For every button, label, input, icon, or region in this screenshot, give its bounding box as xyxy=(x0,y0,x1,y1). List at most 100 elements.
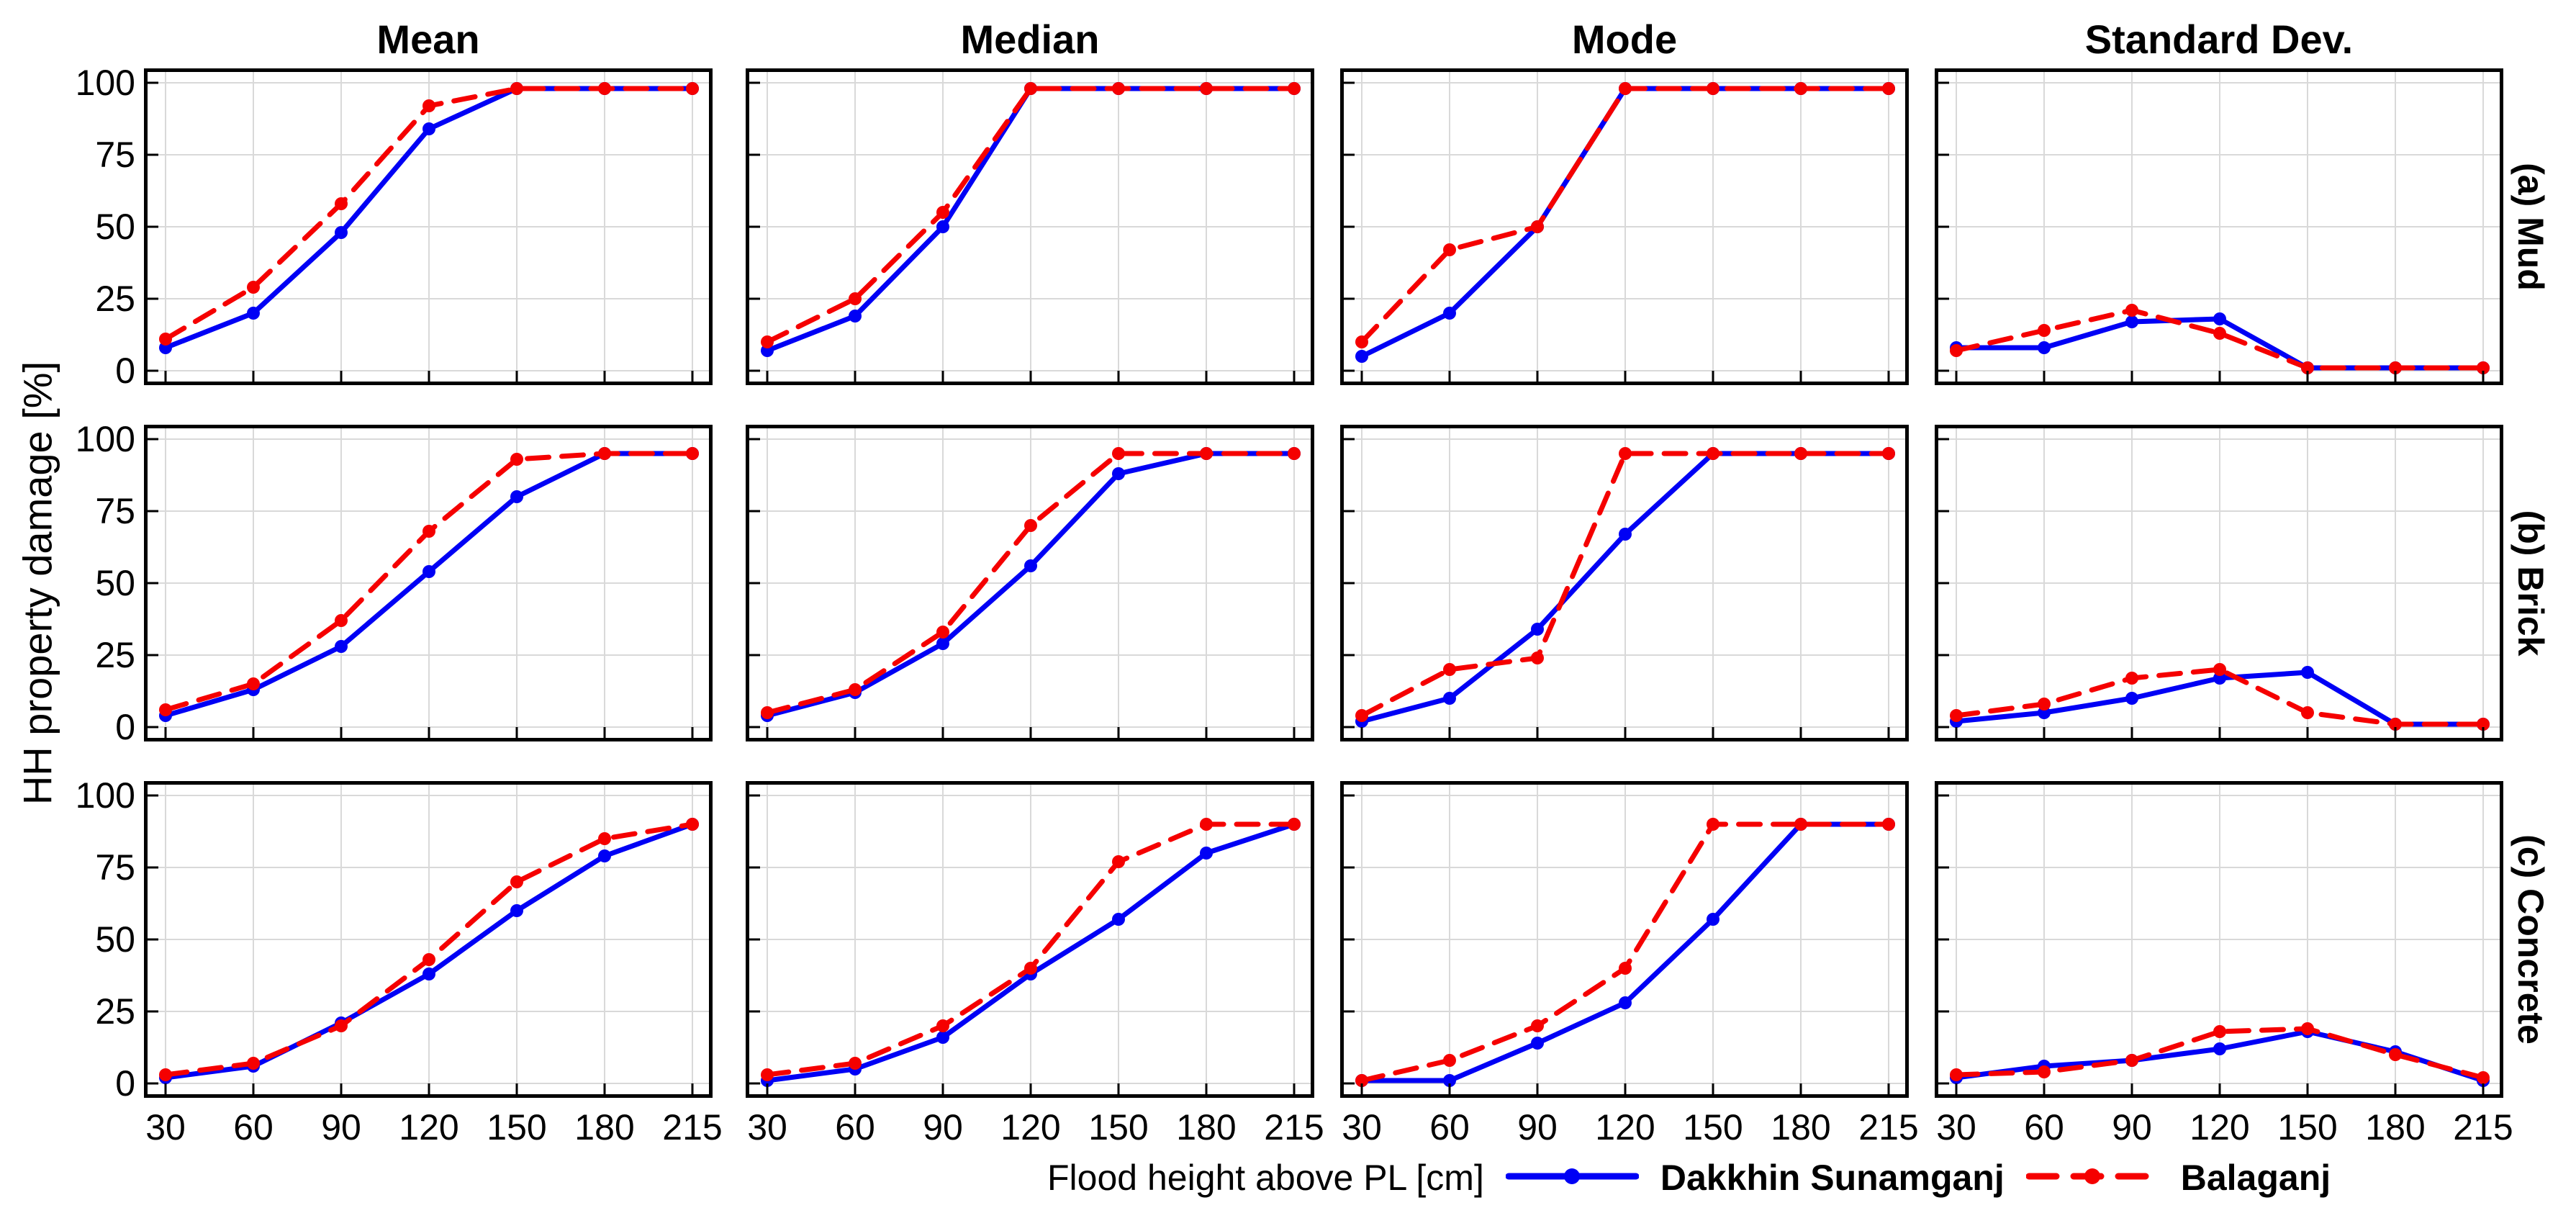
data-point-dakkhin-sunamganj xyxy=(1112,467,1125,480)
data-point-dakkhin-sunamganj xyxy=(1200,847,1213,860)
data-point-balaganj xyxy=(510,453,523,466)
data-point-dakkhin-sunamganj xyxy=(1443,692,1456,705)
column-title-stddev: Standard Dev. xyxy=(2084,17,2354,62)
x-tick-label: 30 xyxy=(747,1107,787,1147)
data-point-balaganj xyxy=(1112,82,1125,95)
data-point-balaganj xyxy=(2477,361,2490,374)
data-point-balaganj xyxy=(1707,447,1719,460)
y-tick-label: 100 xyxy=(75,63,135,103)
data-point-balaganj xyxy=(247,677,260,690)
data-point-dakkhin-sunamganj xyxy=(422,565,435,578)
legend: Flood height above PL [cm] Dakkhin Sunam… xyxy=(1047,1152,2331,1204)
data-point-balaganj xyxy=(1112,855,1125,868)
data-point-balaganj xyxy=(686,82,699,95)
data-point-balaganj xyxy=(422,525,435,538)
data-point-balaganj xyxy=(1619,962,1632,975)
x-tick-label: 120 xyxy=(2189,1107,2250,1147)
data-point-dakkhin-sunamganj xyxy=(936,1031,949,1044)
data-point-balaganj xyxy=(2213,1025,2226,1038)
x-tick-label: 120 xyxy=(1000,1107,1061,1147)
chart-plot-area xyxy=(746,425,1314,741)
x-tick-label: 120 xyxy=(1595,1107,1655,1147)
data-point-balaganj xyxy=(1531,651,1544,664)
x-tick-label: 215 xyxy=(1858,1107,1919,1147)
chart-plot-area xyxy=(144,68,713,385)
subplot-b-brick-median xyxy=(746,425,1314,741)
y-tick-label: 50 xyxy=(95,919,135,960)
data-point-dakkhin-sunamganj xyxy=(335,640,348,653)
x-tick-label: 60 xyxy=(233,1107,274,1147)
subplot-a-mud-median xyxy=(746,68,1314,385)
data-point-dakkhin-sunamganj xyxy=(1024,559,1037,572)
data-point-balaganj xyxy=(2389,361,2402,374)
data-point-dakkhin-sunamganj xyxy=(2125,692,2138,705)
subplot-a-mud-standard-dev xyxy=(1935,68,2503,385)
y-tick-label: 100 xyxy=(75,775,135,816)
data-point-balaganj xyxy=(936,1019,949,1032)
data-point-balaganj xyxy=(1443,243,1456,256)
data-point-dakkhin-sunamganj xyxy=(1355,350,1368,363)
data-point-balaganj xyxy=(761,1068,774,1081)
data-point-dakkhin-sunamganj xyxy=(1531,623,1544,636)
data-point-dakkhin-sunamganj xyxy=(936,637,949,650)
subplot-b-brick-mode xyxy=(1340,425,1909,741)
legend-label-balaganj: Balaganj xyxy=(2180,1158,2331,1198)
x-tick-label: 60 xyxy=(2024,1107,2064,1147)
data-point-balaganj xyxy=(1882,818,1895,831)
data-point-balaganj xyxy=(761,335,774,348)
data-point-balaganj xyxy=(1794,82,1807,95)
data-point-balaganj xyxy=(2213,663,2226,676)
y-tick-label: 75 xyxy=(95,491,135,531)
x-tick-label: 90 xyxy=(321,1107,361,1147)
data-point-balaganj xyxy=(598,447,611,460)
chart-plot-area xyxy=(144,425,713,741)
data-point-dakkhin-sunamganj xyxy=(2125,315,2138,328)
data-point-balaganj xyxy=(2213,327,2226,340)
chart-plot-area xyxy=(144,781,713,1098)
y-tick-label: 100 xyxy=(75,419,135,459)
subplot-c-concrete-median xyxy=(746,781,1314,1098)
data-point-balaganj xyxy=(1531,1019,1544,1032)
x-tick-label: 180 xyxy=(2365,1107,2426,1147)
data-point-balaganj xyxy=(1024,519,1037,532)
data-point-dakkhin-sunamganj xyxy=(2038,341,2051,354)
x-tick-label: 90 xyxy=(2112,1107,2152,1147)
data-point-dakkhin-sunamganj xyxy=(1619,996,1632,1009)
column-title-median: Median xyxy=(960,17,1100,62)
data-point-balaganj xyxy=(686,447,699,460)
legend-line-solid-icon xyxy=(1505,1159,1640,1197)
data-point-dakkhin-sunamganj xyxy=(2213,1042,2226,1055)
data-point-balaganj xyxy=(2477,1071,2490,1084)
data-point-balaganj xyxy=(335,1019,348,1032)
data-point-dakkhin-sunamganj xyxy=(335,226,348,239)
x-tick-label: 60 xyxy=(1429,1107,1470,1147)
row-label-concrete: (c) Concrete xyxy=(2511,834,2551,1045)
data-point-balaganj xyxy=(1355,335,1368,348)
data-point-balaganj xyxy=(2125,304,2138,317)
chart-plot-area xyxy=(746,68,1314,385)
y-tick-label: 75 xyxy=(95,847,135,888)
x-tick-label: 215 xyxy=(2453,1107,2513,1147)
x-tick-label: 215 xyxy=(662,1107,723,1147)
data-point-balaganj xyxy=(2038,324,2051,337)
data-point-balaganj xyxy=(1355,1074,1368,1087)
data-point-balaganj xyxy=(2301,706,2314,719)
data-point-balaganj xyxy=(2477,718,2490,731)
x-tick-label: 215 xyxy=(1264,1107,1324,1147)
data-point-balaganj xyxy=(1200,82,1213,95)
x-tick-label: 90 xyxy=(923,1107,963,1147)
data-point-balaganj xyxy=(159,1068,172,1081)
data-point-balaganj xyxy=(1619,82,1632,95)
data-point-balaganj xyxy=(1200,447,1213,460)
x-tick-label: 30 xyxy=(1936,1107,1976,1147)
data-point-balaganj xyxy=(1288,818,1301,831)
data-point-balaganj xyxy=(2125,1054,2138,1067)
x-tick-label: 180 xyxy=(574,1107,635,1147)
data-point-dakkhin-sunamganj xyxy=(2301,666,2314,679)
data-point-balaganj xyxy=(159,703,172,716)
x-tick-label: 150 xyxy=(1683,1107,1743,1147)
data-point-balaganj xyxy=(335,614,348,627)
y-tick-label: 50 xyxy=(95,563,135,603)
legend-label-dakkhin-sunamganj: Dakkhin Sunamganj xyxy=(1660,1158,2005,1198)
x-tick-label: 30 xyxy=(145,1107,186,1147)
